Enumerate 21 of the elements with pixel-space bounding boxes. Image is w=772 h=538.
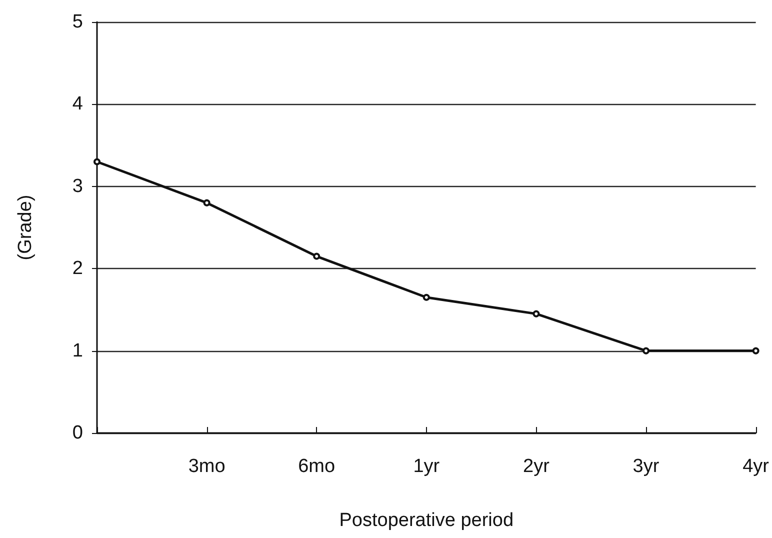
point xyxy=(422,294,430,301)
y-tick-label: 3 xyxy=(72,176,83,197)
point xyxy=(313,252,320,260)
y-tick-label: 2 xyxy=(72,258,83,280)
point xyxy=(642,347,650,354)
point xyxy=(94,158,100,166)
point xyxy=(532,310,540,318)
y-tick-label: 4 xyxy=(72,94,84,115)
x-axis-title: Postoperative period xyxy=(339,510,514,531)
x-tick-label: 6mo xyxy=(298,456,336,477)
x-tick-label: 3mo xyxy=(188,456,226,477)
y-tick-label: 5 xyxy=(72,12,83,32)
point xyxy=(752,347,760,354)
point xyxy=(203,199,210,206)
x-tick-label: 2yr xyxy=(523,456,550,477)
y-axis-title: (Grade) xyxy=(15,194,36,260)
x-tick-label: 1yr xyxy=(413,456,440,477)
x-tick-label: 4yr xyxy=(742,456,770,477)
x-tick-label: 3yr xyxy=(632,456,660,477)
y-tick-label: 1 xyxy=(72,340,83,362)
y-tick-label: 0 xyxy=(72,422,83,444)
